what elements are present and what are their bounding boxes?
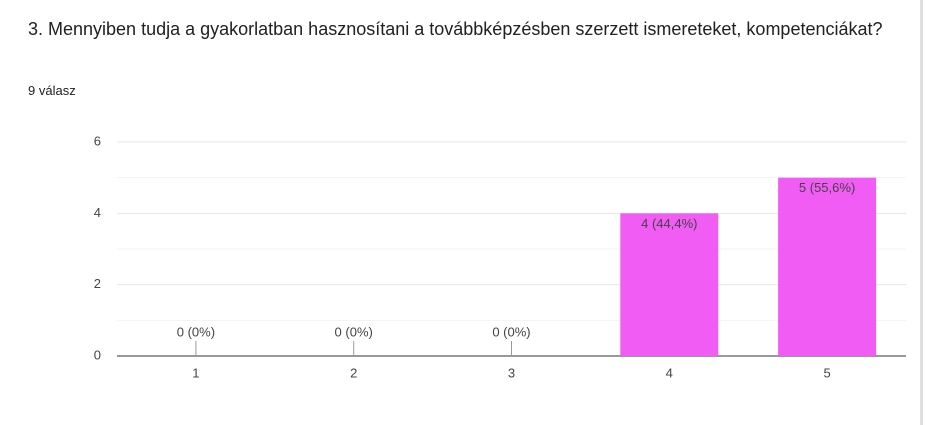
value-label: 0 (0%)	[335, 324, 373, 339]
x-tick-label: 4	[666, 365, 673, 380]
question-title: 3. Mennyiben tudja a gyakorlatban haszno…	[28, 19, 883, 39]
x-tick-label: 2	[350, 365, 357, 380]
y-tick-label: 2	[94, 276, 101, 291]
bar	[620, 213, 719, 356]
value-label: 0 (0%)	[492, 324, 530, 339]
response-count: 9 válasz	[28, 83, 76, 98]
value-label: 5 (55,6%)	[799, 180, 855, 195]
y-tick-label: 6	[94, 133, 101, 148]
value-label: 0 (0%)	[177, 324, 215, 339]
x-tick-label: 5	[823, 365, 830, 380]
y-tick-label: 0	[94, 347, 101, 362]
y-tick-label: 4	[94, 205, 101, 220]
x-tick-label: 1	[192, 365, 199, 380]
x-tick-label: 3	[508, 365, 515, 380]
bar	[778, 177, 877, 356]
value-label: 4 (44,4%)	[641, 216, 697, 231]
